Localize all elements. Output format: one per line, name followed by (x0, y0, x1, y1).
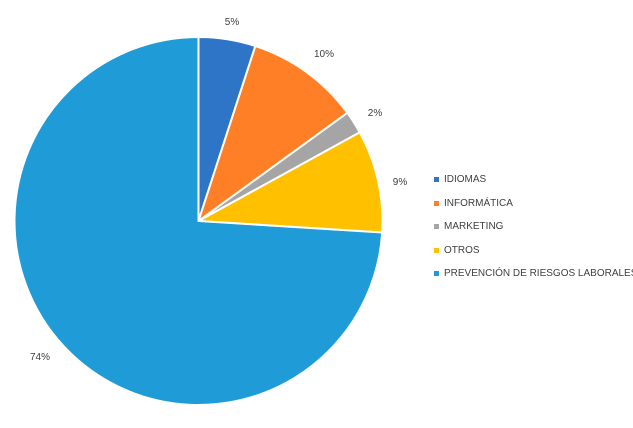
legend-label: OTROS (444, 244, 480, 256)
pie-slices (13, 35, 384, 406)
legend-swatch (434, 247, 439, 253)
legend-item: INFORMÁTICA (434, 192, 630, 216)
legend-item: IDIOMAS (434, 168, 630, 192)
legend: IDIOMAS INFORMÁTICA MARKETING OTROS PREVENCI… (434, 168, 633, 286)
legend-item: PREVENCIÓN DE RIESGOS LABORALES (434, 262, 633, 286)
legend-label: INFORMÁTICA (444, 197, 513, 209)
legend-swatch (434, 200, 439, 206)
legend-swatch (434, 177, 439, 183)
legend-item: OTROS (434, 239, 630, 263)
legend-swatch (434, 271, 439, 277)
data-label: 2% (368, 108, 383, 119)
data-label: 5% (225, 17, 240, 28)
data-label: 9% (393, 177, 408, 188)
legend-label: IDIOMAS (444, 174, 487, 186)
pie-slice-otros (195, 130, 384, 234)
data-label: 74% (30, 352, 50, 363)
data-label: 10% (314, 49, 334, 60)
legend-swatch (434, 224, 439, 230)
pie-labels: 5% 10% 2% 9% 74% (30, 17, 407, 363)
pie-slice-prevenci-n-de-riesgos-laborales (13, 35, 384, 406)
legend-item: MARKETING (434, 215, 630, 239)
legend-label: MARKETING (444, 221, 504, 233)
pie-slice-inform-tica (196, 44, 349, 224)
legend-label: PREVENCIÓN DE RIESGOS LABORALES (444, 268, 633, 280)
